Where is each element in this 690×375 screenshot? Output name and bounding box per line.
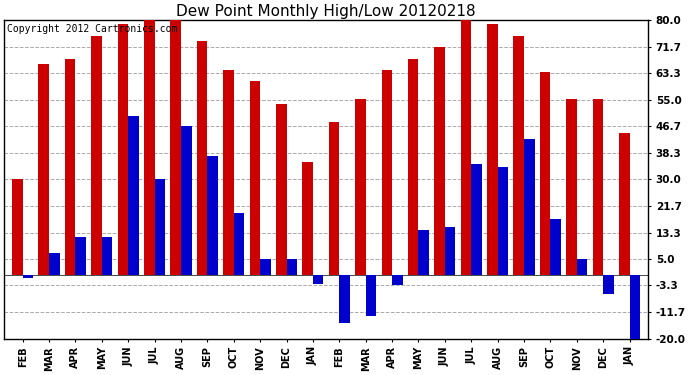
Bar [260, 259, 270, 275]
Bar [128, 116, 139, 275]
Bar [65, 58, 75, 275]
Bar [250, 81, 260, 275]
Bar [276, 104, 286, 275]
Bar [313, 275, 324, 285]
Bar [366, 275, 376, 316]
Bar [603, 275, 614, 294]
Bar [392, 275, 403, 285]
Bar [75, 237, 86, 275]
Bar [445, 227, 455, 275]
Bar [223, 70, 234, 275]
Bar [155, 180, 165, 275]
Bar [23, 275, 33, 278]
Bar [487, 24, 497, 275]
Bar [302, 162, 313, 275]
Bar [629, 275, 640, 339]
Bar [540, 72, 551, 275]
Bar [551, 219, 561, 275]
Bar [12, 180, 23, 275]
Bar [566, 99, 577, 275]
Bar [102, 237, 112, 275]
Bar [355, 99, 366, 275]
Bar [208, 156, 218, 275]
Bar [408, 58, 418, 275]
Bar [49, 253, 59, 275]
Bar [524, 139, 535, 275]
Bar [513, 36, 524, 275]
Bar [234, 213, 244, 275]
Bar [91, 36, 102, 275]
Bar [339, 275, 350, 322]
Bar [170, 18, 181, 275]
Bar [418, 230, 429, 275]
Bar [181, 126, 192, 275]
Bar [382, 70, 392, 275]
Bar [39, 64, 49, 275]
Title: Dew Point Monthly High/Low 20120218: Dew Point Monthly High/Low 20120218 [177, 4, 476, 19]
Bar [619, 133, 629, 275]
Bar [286, 259, 297, 275]
Bar [461, 18, 471, 275]
Bar [117, 24, 128, 275]
Bar [577, 259, 587, 275]
Bar [434, 47, 445, 275]
Bar [197, 41, 208, 275]
Bar [328, 122, 339, 275]
Bar [471, 164, 482, 275]
Bar [497, 167, 509, 275]
Bar [593, 99, 603, 275]
Bar [144, 18, 155, 275]
Text: Copyright 2012 Cartronics.com: Copyright 2012 Cartronics.com [8, 24, 178, 33]
